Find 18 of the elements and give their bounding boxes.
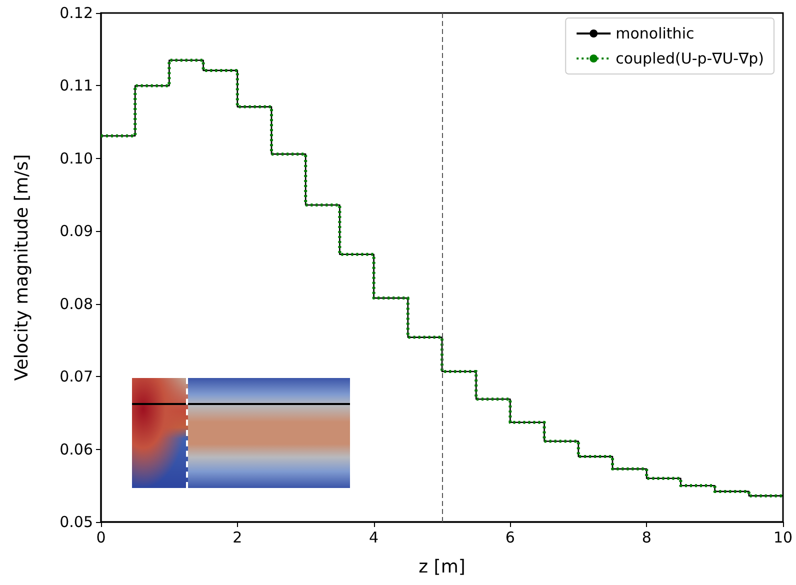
x-tick-label: 8: [642, 528, 652, 546]
y-axis-title: Velocity magnitude [m/s]: [12, 154, 32, 381]
y-tick-label: 0.11: [60, 76, 93, 95]
x-tick-label: 0: [96, 528, 106, 546]
x-tick-label: 4: [369, 528, 379, 546]
x-axis-title: z [m]: [418, 556, 466, 578]
legend-label: coupled(U-p-∇U-∇p): [616, 50, 764, 68]
y-tick-label: 0.09: [60, 222, 93, 240]
y-tick-label: 0.12: [60, 4, 93, 22]
y-tick-label: 0.08: [60, 294, 93, 313]
x-tick-label: 6: [505, 528, 515, 546]
legend-label: monolithic: [616, 24, 694, 42]
x-tick-label: 2: [232, 528, 242, 546]
y-tick-label: 0.05: [60, 513, 93, 531]
x-tick-label: 10: [773, 528, 793, 546]
y-tick-label: 0.06: [60, 440, 93, 458]
y-tick-label: 0.07: [60, 368, 93, 386]
y-tick-label: 0.10: [60, 149, 93, 168]
